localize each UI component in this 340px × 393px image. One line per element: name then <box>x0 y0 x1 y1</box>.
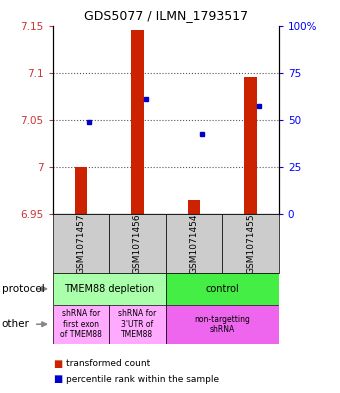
Text: transformed count: transformed count <box>66 359 151 368</box>
Bar <box>131 30 144 214</box>
Text: ■: ■ <box>53 374 62 384</box>
Text: GSM1071456: GSM1071456 <box>133 213 142 274</box>
Text: TMEM88 depletion: TMEM88 depletion <box>64 284 154 294</box>
Bar <box>53 273 166 305</box>
Bar <box>75 167 87 214</box>
Bar <box>166 305 279 344</box>
Text: shRNA for
first exon
of TMEM88: shRNA for first exon of TMEM88 <box>60 309 102 339</box>
Bar <box>109 305 166 344</box>
Text: percentile rank within the sample: percentile rank within the sample <box>66 375 219 384</box>
Title: GDS5077 / ILMN_1793517: GDS5077 / ILMN_1793517 <box>84 9 248 22</box>
Bar <box>53 214 109 273</box>
Bar <box>188 200 200 214</box>
Text: shRNA for
3'UTR of
TMEM88: shRNA for 3'UTR of TMEM88 <box>118 309 157 339</box>
Bar <box>222 214 279 273</box>
Text: GSM1071455: GSM1071455 <box>246 213 255 274</box>
Text: protocol: protocol <box>2 284 45 294</box>
Text: control: control <box>205 284 239 294</box>
Bar <box>244 77 257 214</box>
Bar <box>53 305 109 344</box>
Text: other: other <box>2 319 30 329</box>
Text: ■: ■ <box>53 358 62 369</box>
Bar <box>166 273 279 305</box>
Bar <box>109 214 166 273</box>
Text: GSM1071454: GSM1071454 <box>189 213 199 274</box>
Text: non-targetting
shRNA: non-targetting shRNA <box>194 314 250 334</box>
Text: GSM1071457: GSM1071457 <box>76 213 85 274</box>
Bar <box>166 214 222 273</box>
